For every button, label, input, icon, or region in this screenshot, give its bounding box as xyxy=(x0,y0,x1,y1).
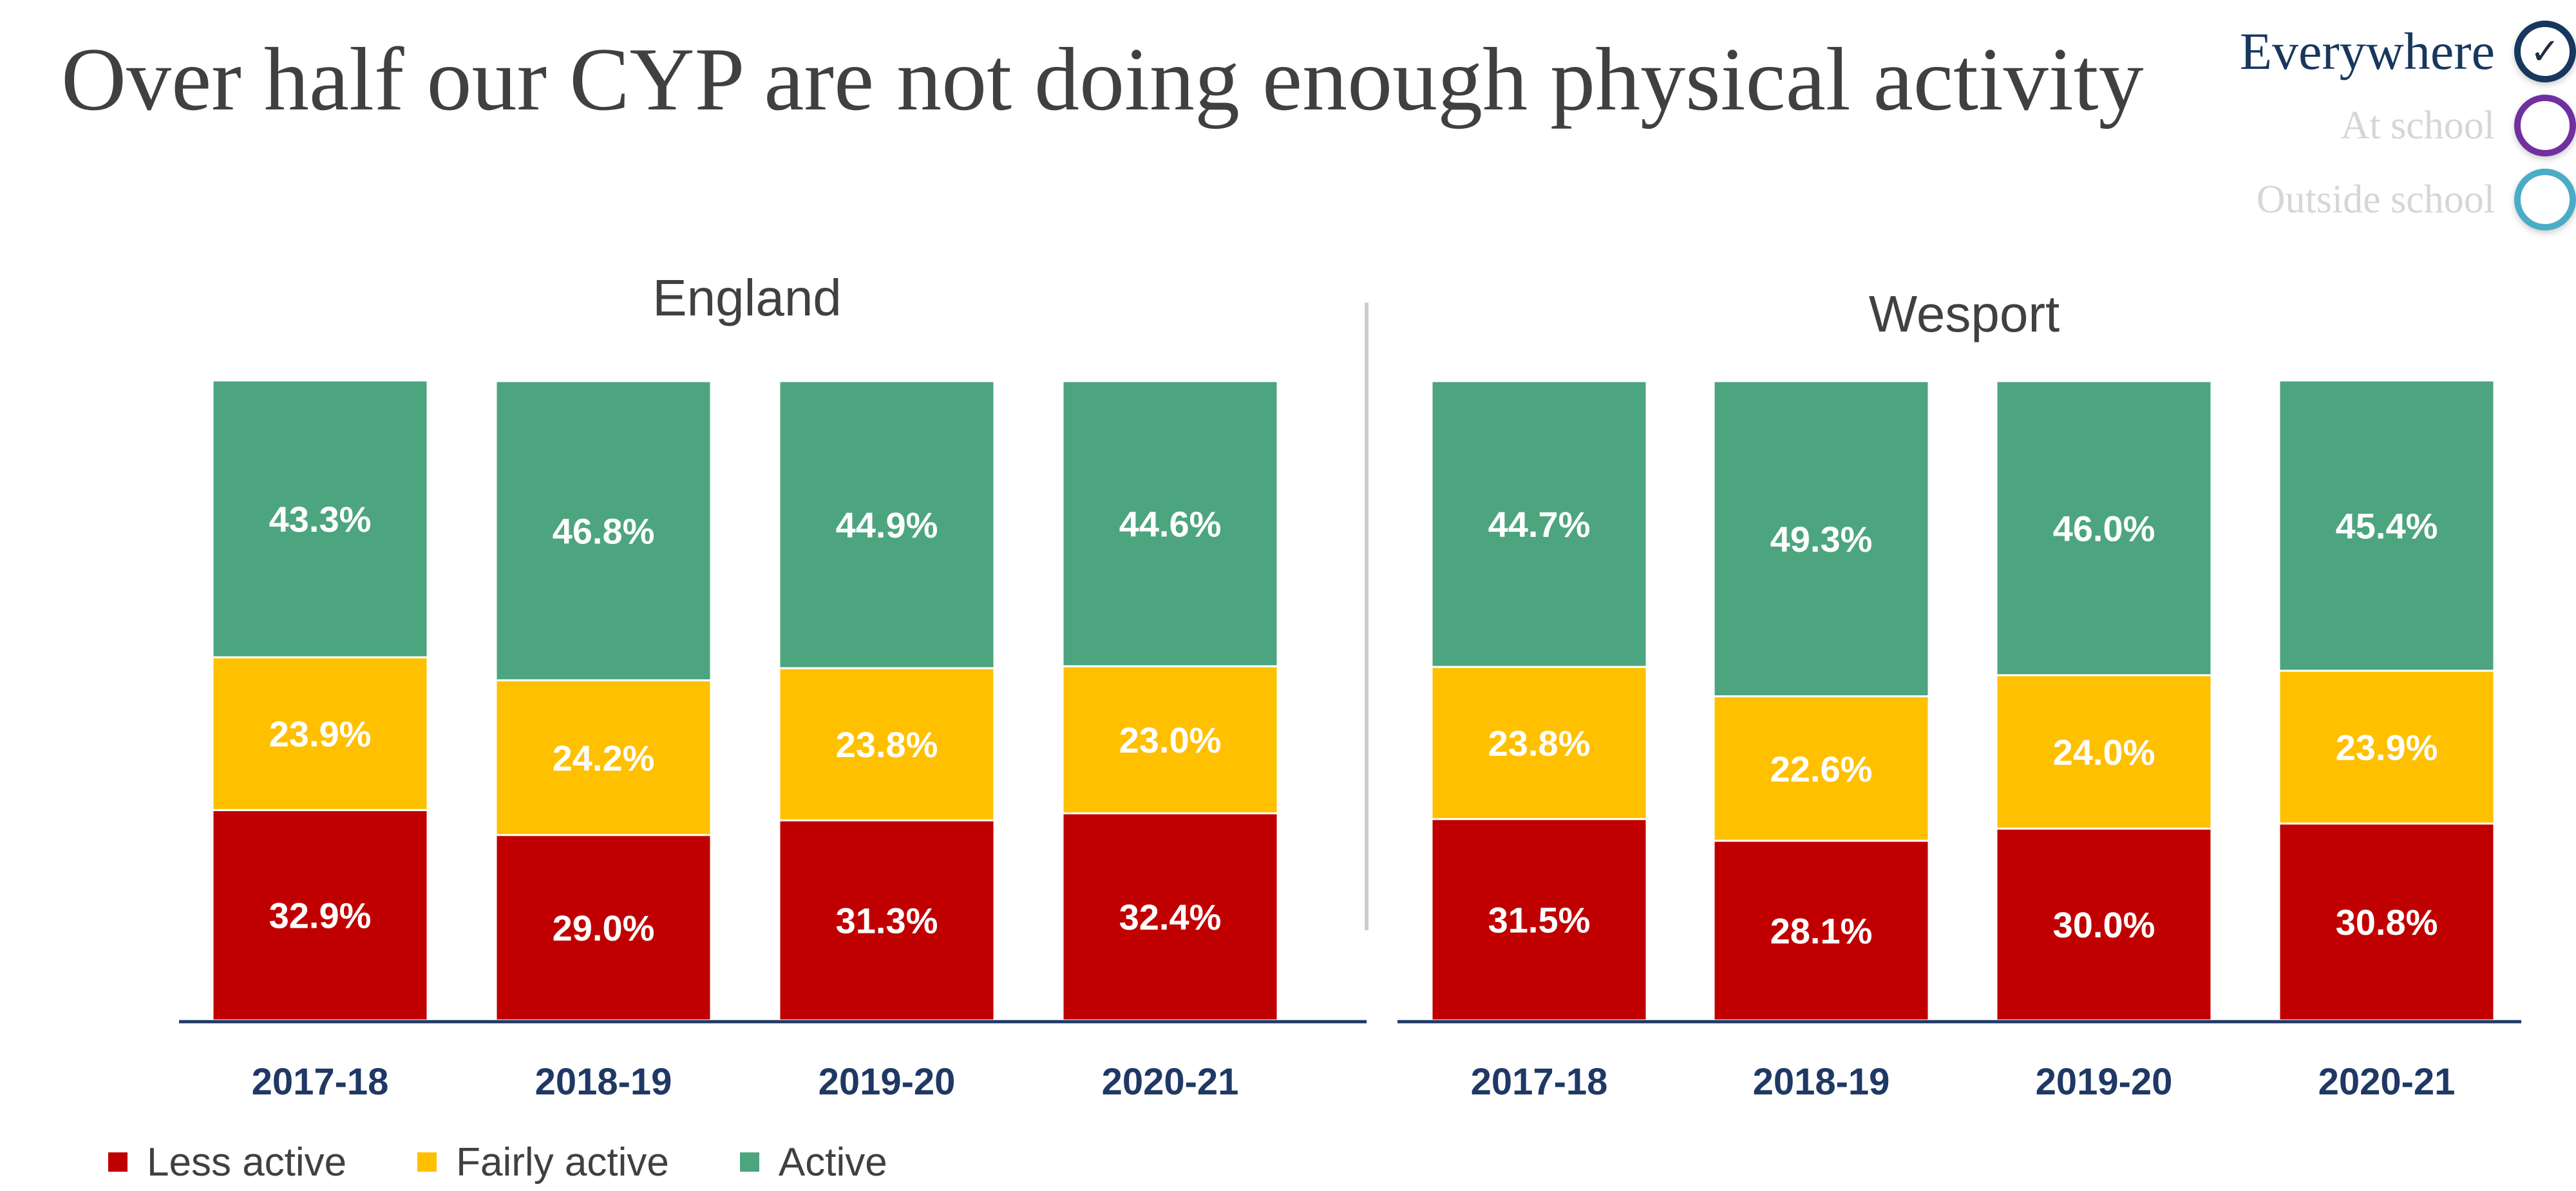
legend-swatch-less-active xyxy=(108,1152,128,1172)
england-bar-active-2018-19 xyxy=(495,380,712,682)
wesport-chart-title: Wesport xyxy=(1869,285,2060,342)
england-data-label-less-active-2019-20: 31.3% xyxy=(836,901,938,941)
wesport-data-label-active-2019-20: 46.0% xyxy=(2053,508,2155,549)
wesport-bar-less-active-2017-18 xyxy=(1430,818,1648,1022)
wesport-tick-label-2019-20: 2019-20 xyxy=(2036,1061,2173,1103)
england-tick-label-2017-18: 2017-18 xyxy=(252,1061,389,1103)
wesport-tick-label-2017-18: 2017-18 xyxy=(1471,1061,1608,1103)
england-data-label-active-2017-18: 43.3% xyxy=(269,499,372,539)
england-data-label-fairly-active-2017-18: 23.9% xyxy=(269,714,372,755)
wesport-data-label-less-active-2020-21: 30.8% xyxy=(2336,902,2438,942)
filter-at-school-label: At school xyxy=(2340,103,2495,147)
legend-item-less-active: Less active xyxy=(108,1139,346,1185)
filter-outside-school-label: Outside school xyxy=(2256,177,2495,221)
england-tick-label-2020-21: 2020-21 xyxy=(1102,1061,1239,1103)
legend: Less active Fairly active Active xyxy=(108,1136,958,1188)
england-tick-label-2019-20: 2019-20 xyxy=(819,1061,956,1103)
location-filter: Everywhere ✓ At school Outside school xyxy=(2125,16,2576,286)
wesport-bar-less-active-2019-20 xyxy=(1995,827,2213,1022)
england-bar-fairly-active-2018-19 xyxy=(495,679,712,836)
england-tick-label-2018-19: 2018-19 xyxy=(535,1061,672,1103)
wesport-bar-active-2018-19 xyxy=(1712,380,1930,698)
wesport-bar-fairly-active-2019-20 xyxy=(1995,674,2213,830)
legend-item-active: Active xyxy=(739,1139,887,1185)
wesport-bar-fairly-active-2017-18 xyxy=(1430,666,1648,820)
legend-item-fairly-active: Fairly active xyxy=(417,1139,669,1185)
filter-at-school-radio[interactable] xyxy=(2514,95,2576,156)
filter-outside-school-radio[interactable] xyxy=(2514,169,2576,230)
wesport-data-label-active-2018-19: 49.3% xyxy=(1770,519,1873,559)
wesport-tick-label-2020-21: 2020-21 xyxy=(2318,1061,2456,1103)
wesport-bar-active-2017-18 xyxy=(1430,380,1648,668)
wesport-data-label-fairly-active-2019-20: 24.0% xyxy=(2053,732,2155,773)
legend-label-active: Active xyxy=(778,1139,887,1185)
wesport-data-label-fairly-active-2017-18: 23.8% xyxy=(1488,723,1591,764)
england-bar-active-2020-21 xyxy=(1061,380,1279,668)
england-data-label-active-2019-20: 44.9% xyxy=(836,505,938,545)
legend-label-less-active: Less active xyxy=(147,1139,347,1185)
wesport-data-label-fairly-active-2020-21: 23.9% xyxy=(2336,727,2438,767)
england-data-label-less-active-2018-19: 29.0% xyxy=(553,908,655,948)
england-bar-fairly-active-2017-18 xyxy=(211,656,429,811)
filter-outside-school[interactable]: Outside school xyxy=(2257,164,2576,235)
filter-at-school[interactable]: At school xyxy=(2341,90,2576,161)
england-data-label-fairly-active-2020-21: 23.0% xyxy=(1119,720,1222,760)
england-bar-less-active-2018-19 xyxy=(495,834,712,1022)
england-bar-less-active-2019-20 xyxy=(778,819,996,1022)
legend-swatch-active xyxy=(739,1152,759,1172)
wesport-bar-active-2020-21 xyxy=(2278,379,2496,672)
england-data-label-less-active-2020-21: 32.4% xyxy=(1119,897,1222,937)
wesport-data-label-fairly-active-2018-19: 22.6% xyxy=(1770,749,1873,789)
wesport-data-label-less-active-2017-18: 31.5% xyxy=(1488,900,1591,941)
england-data-label-fairly-active-2018-19: 24.2% xyxy=(553,738,655,778)
wesport-tick-label-2018-19: 2018-19 xyxy=(1753,1061,1890,1103)
legend-swatch-fairly-active xyxy=(417,1152,437,1172)
check-icon: ✓ xyxy=(2530,30,2561,73)
wesport-bar-active-2019-20 xyxy=(1995,380,2213,677)
filter-everywhere[interactable]: Everywhere ✓ xyxy=(2240,16,2576,87)
england-bar-fairly-active-2020-21 xyxy=(1061,665,1279,814)
legend-label-fairly-active: Fairly active xyxy=(456,1139,669,1185)
england-data-label-fairly-active-2019-20: 23.8% xyxy=(836,724,938,765)
filter-everywhere-label: Everywhere xyxy=(2239,22,2495,80)
england-data-label-active-2020-21: 44.6% xyxy=(1119,503,1222,544)
page-title: Over half our CYP are not doing enough p… xyxy=(61,30,2144,129)
wesport-data-label-active-2017-18: 44.7% xyxy=(1488,504,1591,545)
england-bar-active-2017-18 xyxy=(211,379,429,659)
filter-everywhere-radio[interactable]: ✓ xyxy=(2514,21,2576,82)
england-data-label-active-2018-19: 46.8% xyxy=(553,511,655,551)
england-bar-active-2019-20 xyxy=(778,380,996,670)
wesport-bar-less-active-2020-21 xyxy=(2278,822,2496,1022)
england-bar-less-active-2017-18 xyxy=(211,809,429,1022)
england-bar-fairly-active-2019-20 xyxy=(778,667,996,821)
england-data-label-less-active-2017-18: 32.9% xyxy=(269,896,372,936)
england-chart-title: England xyxy=(652,269,842,326)
wesport-data-label-less-active-2019-20: 30.0% xyxy=(2053,905,2155,945)
wesport-bar-less-active-2018-19 xyxy=(1712,839,1930,1022)
england-bar-less-active-2020-21 xyxy=(1061,812,1279,1022)
wesport-data-label-active-2020-21: 45.4% xyxy=(2336,505,2438,546)
wesport-data-label-less-active-2018-19: 28.1% xyxy=(1770,910,1873,951)
